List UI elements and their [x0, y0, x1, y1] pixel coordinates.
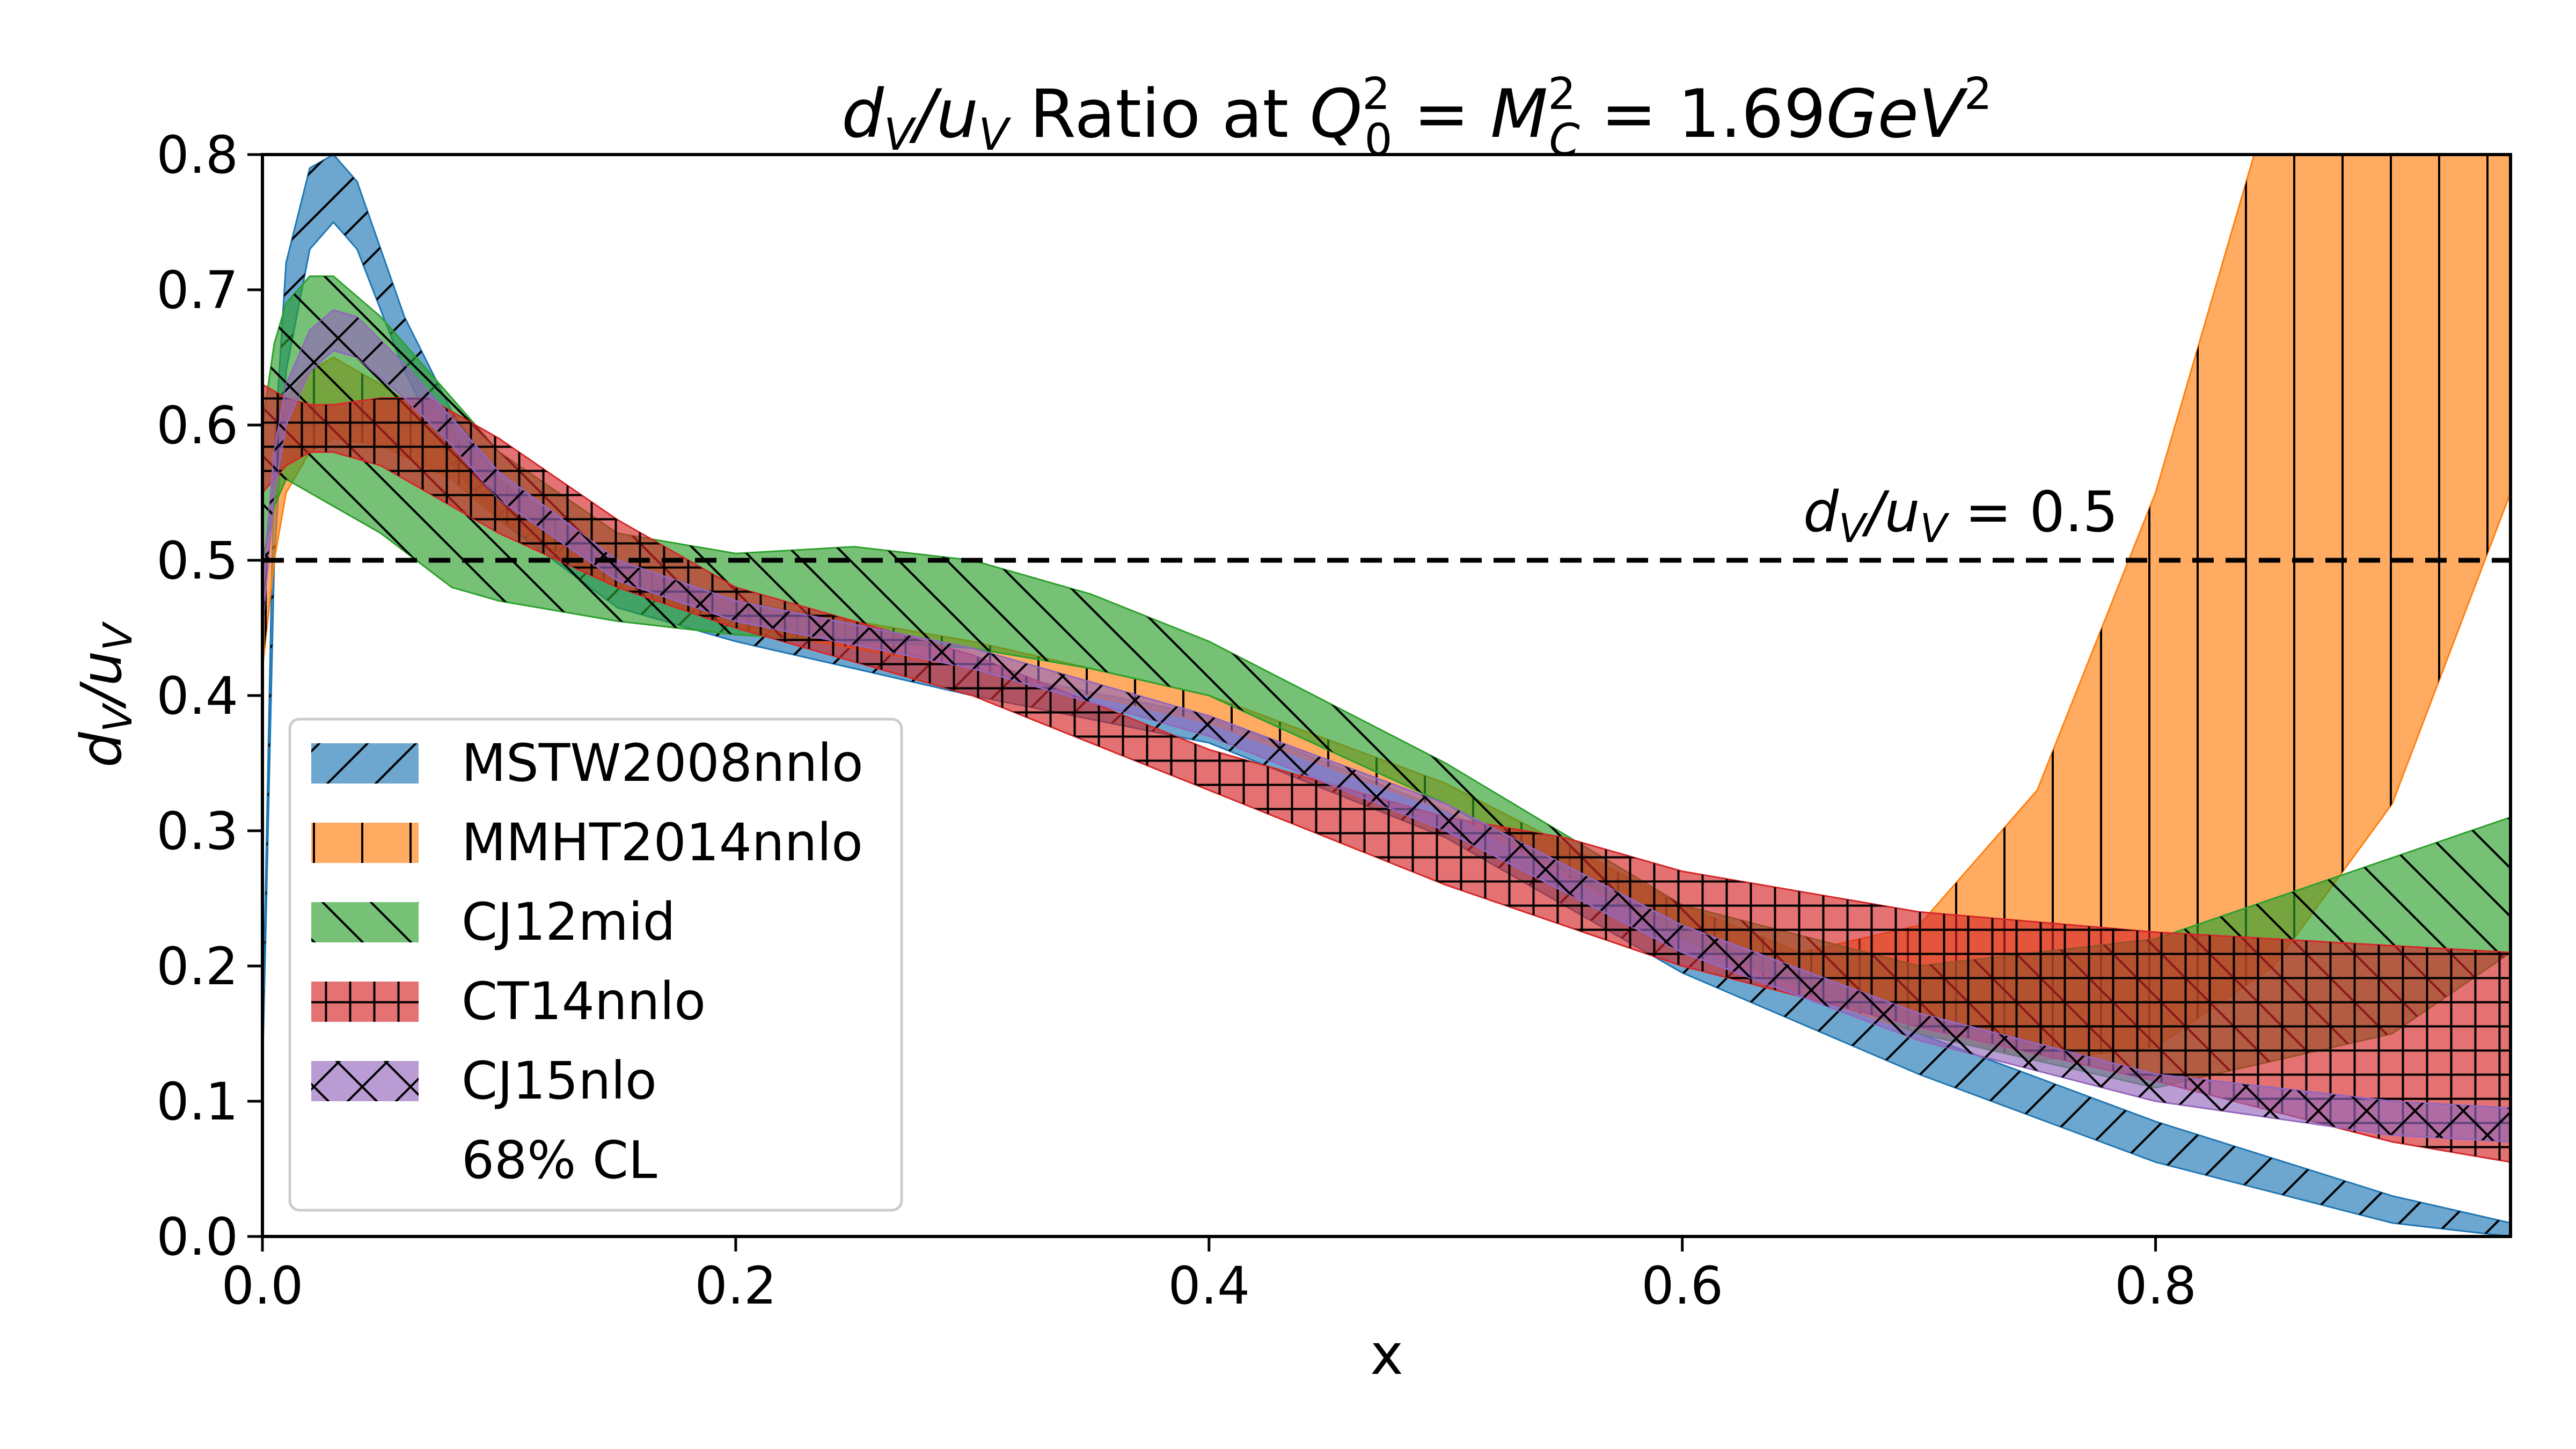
- legend-label-cj12mid: CJ12mid: [462, 892, 676, 952]
- y-tick-label: 0.6: [156, 396, 238, 456]
- legend-swatch-hatch-mmht2014nnlo: [311, 823, 419, 863]
- bands-group: [262, 155, 2511, 1236]
- x-tick-label: 0.4: [1168, 1256, 1250, 1316]
- legend-frame: [288, 718, 903, 1212]
- legend-label-ct14nnlo: CT14nnlo: [462, 971, 706, 1031]
- band-mstw2008nnlo: [262, 155, 2511, 1236]
- legend-swatch-hatch-mstw2008nnlo: [311, 743, 419, 784]
- band-cj15nlo: [262, 309, 2511, 1143]
- legend-swatch-hatch-ct14nnlo: [311, 982, 419, 1022]
- y-tick-label: 0.4: [156, 666, 238, 726]
- legend-note: 68% CL: [462, 1130, 657, 1190]
- band-hatch-ct14nnlo: [262, 384, 2511, 1162]
- x-tick-label: 0.6: [1641, 1256, 1723, 1316]
- x-tick-label: 0.2: [695, 1256, 777, 1316]
- legend-swatch-hatch-cj12mid: [311, 902, 419, 942]
- x-tick-label: 0.0: [222, 1256, 304, 1316]
- legend-swatch-hatch-cj15nlo: [311, 1061, 419, 1101]
- y-tick-label: 0.0: [156, 1207, 238, 1267]
- x-tick-label: 0.8: [2114, 1256, 2197, 1316]
- y-tick-label: 0.7: [156, 260, 238, 320]
- y-axis: 0.0 0.1 0.2 0.3 0.4 0.5 0.6 0.7 0.8: [156, 125, 262, 1267]
- legend-label-cj15nlo: CJ15nlo: [462, 1051, 657, 1111]
- y-tick-label: 0.8: [156, 125, 238, 185]
- chart-title: dV/uV Ratio at Q2 0 = M2 C = 1.69GeV2: [841, 69, 1992, 166]
- legend-label-mstw2008nnlo: MSTW2008nnlo: [462, 733, 863, 793]
- x-axis: 0.0 0.2 0.4 0.6 0.8: [222, 1236, 2197, 1316]
- y-tick-label: 0.2: [156, 936, 238, 997]
- y-axis-label: dV/uV: [69, 621, 141, 768]
- y-tick-label: 0.1: [156, 1072, 238, 1132]
- legend-label-mmht2014nnlo: MMHT2014nnlo: [462, 813, 863, 873]
- y-tick-label: 0.5: [156, 531, 238, 591]
- y-tick-label: 0.3: [156, 801, 238, 861]
- legend: MSTW2008nnlo MMHT2014nnlo CJ12mid CT14nnlo C…: [288, 718, 903, 1212]
- reference-annotation: dV/uV = 0.5: [1803, 479, 2118, 552]
- x-axis-label: x: [1370, 1322, 1403, 1387]
